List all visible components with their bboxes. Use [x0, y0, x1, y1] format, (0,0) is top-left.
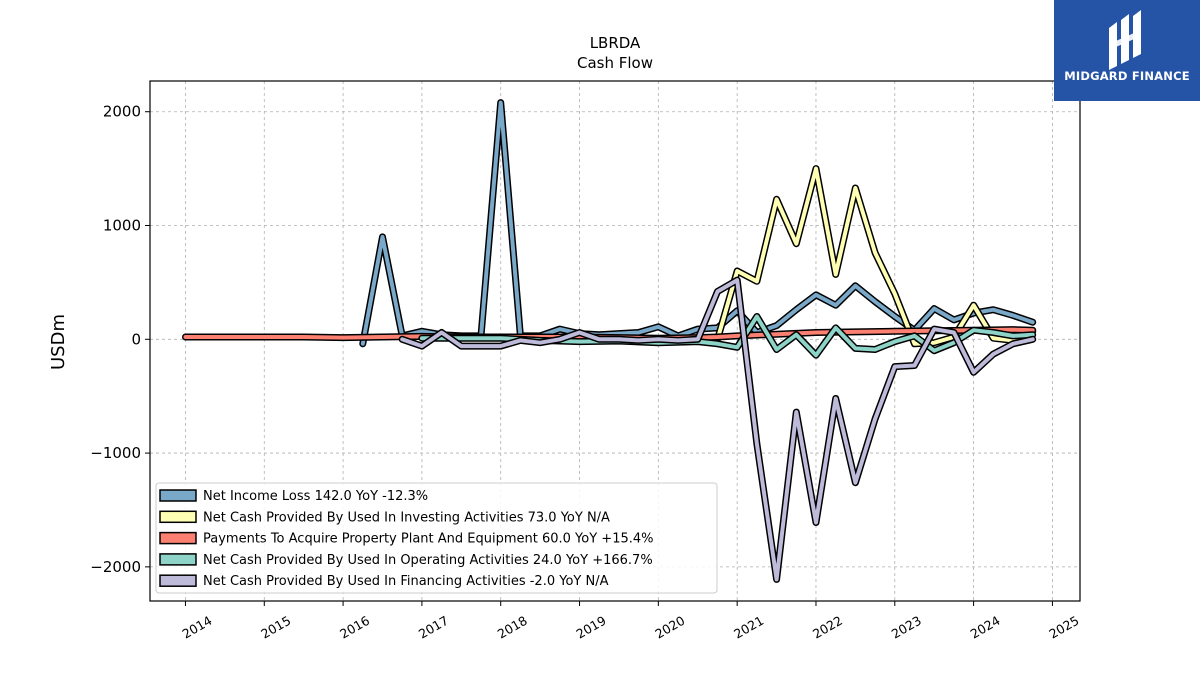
x-tick-label: 2022: [810, 613, 845, 642]
plot-frame: [149, 80, 1081, 602]
x-tick-label: 2021: [731, 613, 766, 642]
legend-swatch: [159, 510, 197, 524]
legend-swatch: [159, 531, 197, 545]
x-tick-label: 2020: [652, 613, 687, 642]
x-tick-label: 2018: [495, 613, 530, 642]
brand-name: MIDGARD FINANCE: [1064, 69, 1190, 83]
y-tick-label: −1000: [90, 444, 141, 462]
x-tick-label: 2017: [416, 613, 451, 642]
x-tick-label: 2023: [889, 613, 924, 642]
y-axis-label: USDm: [48, 314, 69, 370]
legend-swatch: [159, 489, 197, 502]
legend-label: Net Income Loss 142.0 YoY -12.3%: [203, 489, 428, 504]
midgard-logo-icon: [1109, 10, 1141, 70]
series-layer: [182, 99, 1037, 583]
brand-logo: MIDGARD FINANCE: [1054, 0, 1200, 101]
y-tick-label: 2000: [103, 103, 141, 121]
legend-label: Net Cash Provided By Used In Financing A…: [203, 574, 609, 589]
y-tick-label: 0: [131, 330, 141, 348]
legend-swatch: [159, 553, 197, 566]
x-tick-label: 2016: [337, 613, 372, 642]
series-line-5: [400, 278, 1035, 582]
legend-box: [155, 482, 718, 594]
series-line-4: [419, 314, 1035, 358]
legend-label: Net Cash Provided By Used In Operating A…: [203, 553, 653, 568]
legend-label: Payments To Acquire Property Plant And E…: [203, 532, 654, 547]
x-axis-ticks: 2014 2015 2016 2017 2018 2019 2020 2021 2022 2023…: [179, 601, 1081, 642]
legend-swatch: [159, 574, 197, 587]
legend: Net Income Loss 142.0 YoY -12.3% Net Cash…: [155, 482, 718, 594]
x-tick-label: 2024: [968, 613, 1003, 642]
chart-subtitle: Cash Flow: [577, 54, 653, 72]
y-tick-label: 1000: [103, 217, 141, 235]
x-tick-label: 2015: [258, 613, 293, 642]
legend-label: Net Cash Provided By Used In Investing A…: [203, 510, 610, 525]
x-tick-label: 2019: [574, 613, 609, 642]
series-line-2: [715, 166, 1035, 346]
y-axis-ticks: 2000 1000 0 −1000 −2000: [90, 103, 150, 576]
y-tick-label: −2000: [90, 558, 141, 576]
chart-title: LBRDA: [590, 34, 641, 52]
x-tick-label: 2025: [1046, 613, 1081, 642]
series-outline: [359, 99, 1037, 348]
x-tick-label: 2014: [179, 613, 214, 642]
